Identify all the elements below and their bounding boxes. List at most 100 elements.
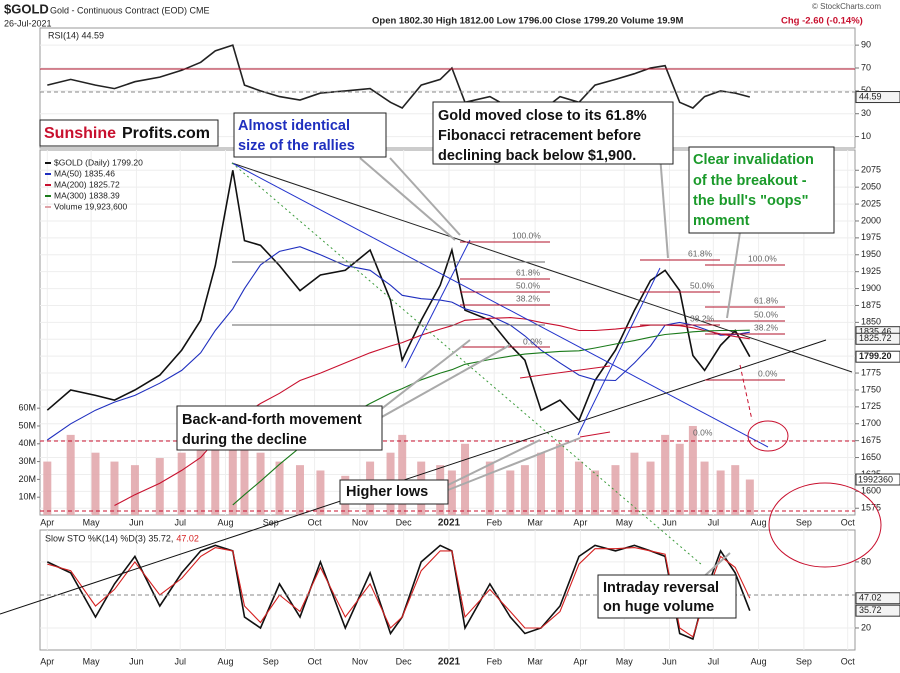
- target-circle: [768, 482, 882, 568]
- callout: [379, 344, 511, 419]
- y-tick-label: 1775: [861, 367, 881, 377]
- sto-title: 47.02: [176, 533, 199, 543]
- x-tick-label: Nov: [352, 517, 369, 527]
- y-tick-label: 1675: [861, 435, 881, 445]
- note-box: [233, 112, 387, 158]
- y-tick-label: 1850: [861, 317, 881, 327]
- y2-tick-label: 10M: [18, 492, 36, 502]
- y-tick-label: 1600: [861, 486, 881, 496]
- y-tick-label: 50: [861, 85, 871, 95]
- callout: [726, 231, 741, 319]
- x-tick-label: Feb: [486, 656, 502, 666]
- note-box: [176, 405, 383, 451]
- volume-bar: [661, 434, 670, 515]
- note: Intraday reversal: [603, 580, 719, 596]
- fib-label: 0.0%: [758, 368, 778, 378]
- legend-entry: $GOLD (Daily) 1799.20: [54, 157, 143, 167]
- volume-bar: [196, 443, 205, 515]
- callout: [447, 439, 541, 486]
- volume-bar: [275, 461, 284, 515]
- volume-bar: [555, 443, 564, 515]
- legend-entry: MA(200) 1825.72: [54, 179, 120, 189]
- y2-tick-label: 50M: [18, 420, 36, 430]
- volume-bar: [536, 452, 545, 515]
- axis-box: [855, 473, 900, 486]
- x-tick-label: Oct: [308, 517, 323, 527]
- instrument-name: Gold - Continuous Contract (EOD) CME: [50, 5, 210, 15]
- volume-bar: [485, 461, 494, 515]
- note: size of the rallies: [238, 138, 355, 154]
- ohlc: Open 1802.30 High 1812.00 Low 1796.00 Cl…: [372, 16, 683, 27]
- x-tick-label: Aug: [217, 656, 233, 666]
- volume-bar: [745, 479, 754, 515]
- x-tick-label: Mar: [527, 656, 543, 666]
- y2-tick-label: 30M: [18, 456, 36, 466]
- y-tick-label: 70: [861, 62, 871, 72]
- x-tick-label: 2021: [438, 518, 461, 529]
- volume-bar: [716, 470, 725, 515]
- volume-bar: [228, 408, 237, 515]
- y-tick-label: 1725: [861, 401, 881, 411]
- y-tick-label: 1950: [861, 249, 881, 259]
- fib-label: 50.0%: [690, 280, 715, 290]
- fib-label: 38.2%: [754, 322, 779, 332]
- fib-label: 61.8%: [688, 248, 713, 258]
- note: during the decline: [182, 432, 307, 448]
- volume-bar: [688, 425, 697, 515]
- y-tick-label: 2050: [861, 182, 881, 192]
- series-line: [46, 544, 751, 641]
- y2-tick-label: 60M: [18, 403, 36, 413]
- y-tick-label: 90: [861, 40, 871, 50]
- volume-bar: [211, 417, 220, 515]
- brand-box: [39, 119, 219, 147]
- note: Higher lows: [346, 484, 428, 500]
- x-tick-label: Jul: [708, 517, 720, 527]
- x-tick-label: May: [83, 517, 101, 527]
- sto-title: Slow STO %K(14) %D(3) 35.72,: [45, 533, 173, 543]
- trend-line: [231, 162, 703, 566]
- x-tick-label: Jul: [708, 656, 720, 666]
- note-box: [688, 146, 835, 234]
- note: Almost identical: [238, 118, 350, 134]
- brand: Sunshine: [44, 125, 116, 142]
- volume-bar: [630, 452, 639, 515]
- axis-box: [855, 604, 900, 617]
- x-tick-label: Mar: [527, 517, 543, 527]
- legend-entry: MA(300) 1838.39: [54, 190, 120, 200]
- fib-label: 0.0%: [523, 336, 543, 346]
- x-tick-label: Jun: [662, 517, 677, 527]
- x-tick-label: Aug: [751, 517, 767, 527]
- x-tick-label: Oct: [841, 656, 856, 666]
- x-tick-label: Sep: [796, 656, 812, 666]
- sto-frame: [39, 529, 856, 651]
- x-tick-label: Apr: [573, 517, 587, 527]
- rsi-title: RSI(14) 44.59: [48, 30, 104, 40]
- callout: [659, 154, 669, 259]
- callout: [359, 157, 456, 241]
- note-box: [597, 574, 737, 619]
- y-tick-label: 1650: [861, 452, 881, 462]
- note: on huge volume: [603, 599, 714, 615]
- volume-bar: [398, 434, 407, 515]
- axis-box-label: 1835.46: [859, 327, 892, 337]
- fib-label: 61.8%: [516, 267, 541, 277]
- volume-bar: [130, 465, 139, 515]
- note: the bull's "oops": [693, 193, 808, 209]
- credit: © StockCharts.com: [812, 2, 881, 11]
- fib-line: [519, 365, 611, 379]
- x-tick-label: Sep: [796, 517, 812, 527]
- x-tick-label: Jun: [129, 656, 144, 666]
- note: Back-and-forth movement: [182, 412, 362, 428]
- volume-bar: [316, 470, 325, 515]
- note-box: [339, 479, 449, 505]
- volume-bar: [110, 461, 119, 515]
- volume-bar: [506, 470, 515, 515]
- y-tick-label: 20: [861, 622, 871, 632]
- volume-bar: [611, 465, 620, 515]
- legend-entry: Volume 19,923,600: [54, 201, 128, 211]
- date: 26-Jul-2021: [4, 18, 52, 28]
- axis-box: [855, 332, 900, 345]
- note: Fibonacci retracement before: [438, 128, 641, 144]
- legend-entry: MA(50) 1835.46: [54, 168, 115, 178]
